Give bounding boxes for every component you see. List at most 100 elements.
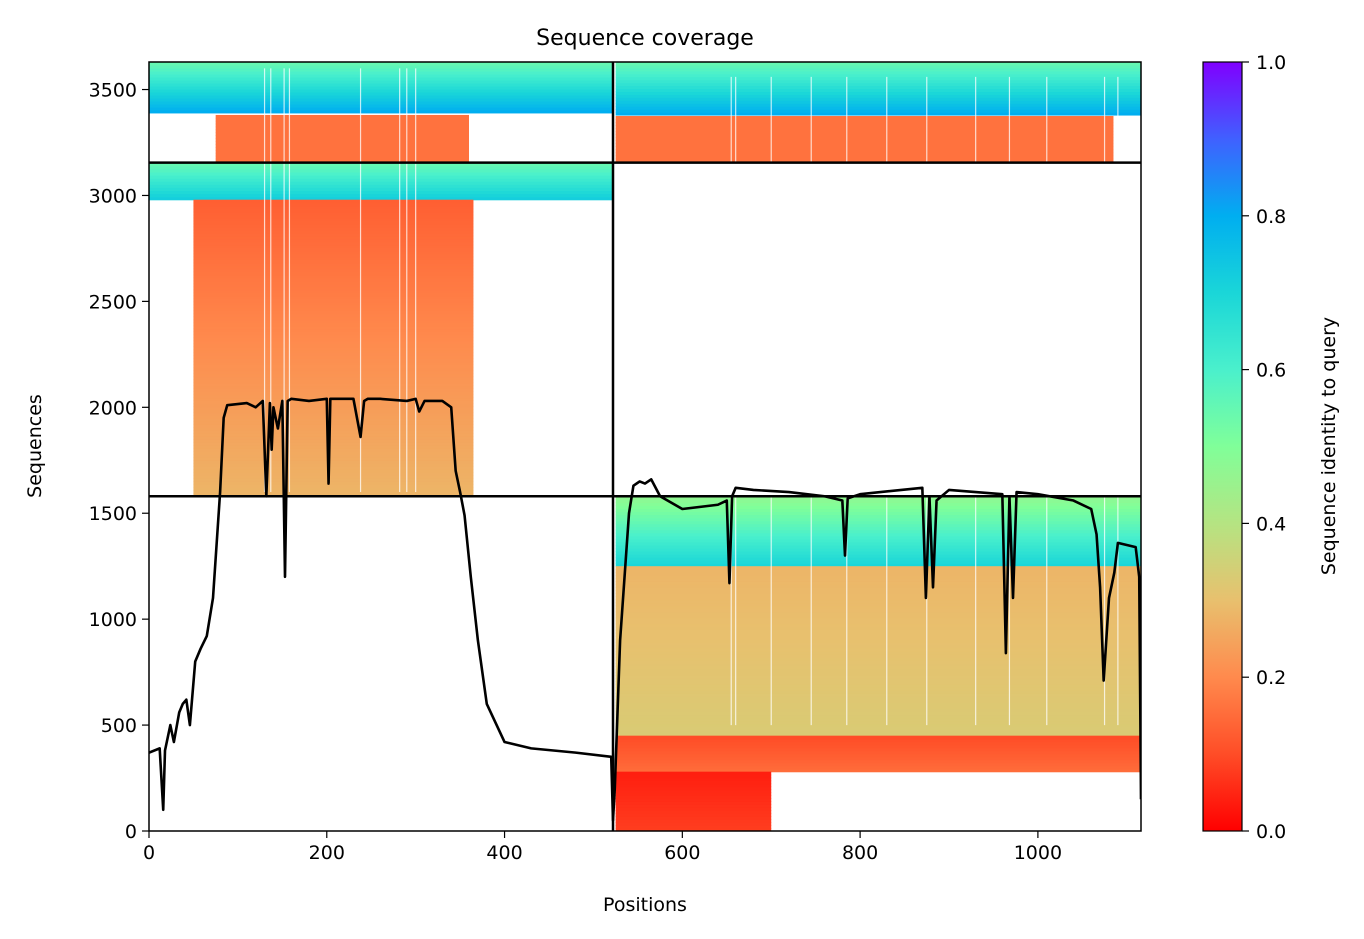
coverage-row bbox=[615, 73, 1141, 78]
coverage-row bbox=[193, 346, 474, 351]
coverage-row bbox=[615, 750, 1141, 755]
coverage-row bbox=[193, 409, 474, 414]
coverage-row bbox=[193, 463, 474, 467]
x-axis-label: Positions bbox=[603, 894, 687, 916]
coverage-row bbox=[615, 566, 1141, 570]
coverage-row bbox=[615, 783, 772, 788]
coverage-row bbox=[615, 578, 1141, 582]
coverage-row bbox=[193, 313, 474, 318]
coverage-row bbox=[615, 753, 1141, 758]
coverage-row bbox=[193, 229, 474, 234]
coverage-row bbox=[193, 448, 474, 452]
coverage-row bbox=[615, 551, 1141, 555]
coverage-row bbox=[615, 663, 1141, 667]
coverage-row bbox=[193, 322, 474, 327]
coverage-row bbox=[615, 729, 1141, 734]
coverage-row bbox=[615, 738, 1141, 743]
coverage-row bbox=[193, 352, 474, 357]
coverage-row bbox=[615, 541, 1141, 546]
coverage-row bbox=[193, 220, 474, 225]
coverage-row bbox=[615, 641, 1141, 646]
coverage-row bbox=[615, 705, 1141, 710]
coverage-row bbox=[193, 325, 474, 330]
coverage-row bbox=[215, 114, 469, 119]
colorbar bbox=[1202, 61, 1243, 832]
coverage-row bbox=[193, 361, 474, 366]
coverage-row bbox=[615, 732, 1141, 737]
coverage-row bbox=[193, 391, 474, 396]
coverage-row bbox=[615, 106, 1141, 110]
coverage-row bbox=[215, 152, 469, 157]
coverage-row bbox=[149, 88, 613, 93]
coverage-row bbox=[149, 106, 613, 111]
coverage-row bbox=[193, 433, 474, 437]
coverage-row bbox=[215, 149, 469, 154]
coverage-row bbox=[215, 129, 469, 134]
coverage-row bbox=[149, 187, 613, 192]
coverage-row bbox=[193, 205, 474, 210]
coverage-row bbox=[193, 418, 474, 422]
coverage-row bbox=[149, 165, 613, 170]
coverage-row bbox=[215, 141, 469, 145]
colorbar-tick-label: 0.8 bbox=[1256, 206, 1286, 228]
coverage-row bbox=[193, 349, 474, 354]
coverage-row bbox=[193, 364, 474, 369]
coverage-row bbox=[193, 439, 474, 443]
coverage-row bbox=[193, 241, 474, 246]
coverage-row bbox=[615, 626, 1141, 631]
x-tick-label: 1000 bbox=[1014, 842, 1062, 864]
x-tick-label: 200 bbox=[309, 842, 345, 864]
coverage-row bbox=[615, 140, 1114, 144]
coverage-row bbox=[615, 554, 1141, 558]
coverage-row bbox=[615, 771, 772, 776]
coverage-row bbox=[215, 147, 469, 151]
coverage-row bbox=[215, 126, 469, 131]
coverage-row bbox=[615, 696, 1141, 700]
coverage-row bbox=[193, 487, 474, 491]
coverage-row bbox=[215, 135, 469, 139]
coverage-row bbox=[193, 244, 474, 249]
coverage-row bbox=[615, 690, 1141, 694]
coverage-row bbox=[193, 280, 474, 285]
coverage-row bbox=[215, 144, 469, 148]
coverage-row bbox=[149, 190, 613, 195]
coverage-row bbox=[149, 162, 613, 167]
coverage-row bbox=[615, 119, 1114, 123]
coverage-row bbox=[193, 226, 474, 231]
coverage-row bbox=[615, 735, 1141, 740]
coverage-row bbox=[615, 109, 1141, 113]
x-tick-label: 400 bbox=[486, 842, 522, 864]
coverage-row bbox=[615, 523, 1141, 528]
coverage-row bbox=[149, 100, 613, 105]
coverage-row bbox=[615, 149, 1114, 154]
coverage-row bbox=[615, 623, 1141, 628]
coverage-row bbox=[193, 235, 474, 240]
coverage-row bbox=[615, 789, 772, 794]
y-axis: 0 500 1000 1500 2000 2500 3000 3500 bbox=[89, 80, 149, 843]
coverage-row bbox=[149, 174, 613, 179]
coverage-row bbox=[193, 472, 474, 476]
coverage-row bbox=[615, 88, 1141, 93]
coverage-row bbox=[193, 268, 474, 273]
x-tick-label: 0 bbox=[143, 842, 155, 864]
coverage-block bbox=[215, 114, 469, 163]
y-tick-label: 0 bbox=[125, 821, 137, 843]
coverage-row bbox=[615, 532, 1141, 537]
coverage-row bbox=[615, 502, 1141, 506]
plot-frame bbox=[148, 61, 1142, 832]
coverage-row bbox=[149, 181, 613, 185]
coverage-row bbox=[193, 223, 474, 228]
coverage-row bbox=[193, 445, 474, 449]
coverage-row bbox=[149, 85, 613, 90]
coverage-row bbox=[615, 70, 1141, 75]
coverage-block bbox=[615, 62, 1141, 116]
coverage-row bbox=[615, 777, 772, 782]
coverage-row bbox=[193, 211, 474, 216]
y-tick-label: 500 bbox=[101, 715, 137, 737]
coverage-row bbox=[615, 714, 1141, 719]
coverage-row bbox=[193, 292, 474, 297]
coverage-row bbox=[193, 490, 474, 494]
coverage-row bbox=[615, 678, 1141, 682]
coverage-row bbox=[615, 747, 1141, 752]
coverage-row bbox=[615, 596, 1141, 601]
